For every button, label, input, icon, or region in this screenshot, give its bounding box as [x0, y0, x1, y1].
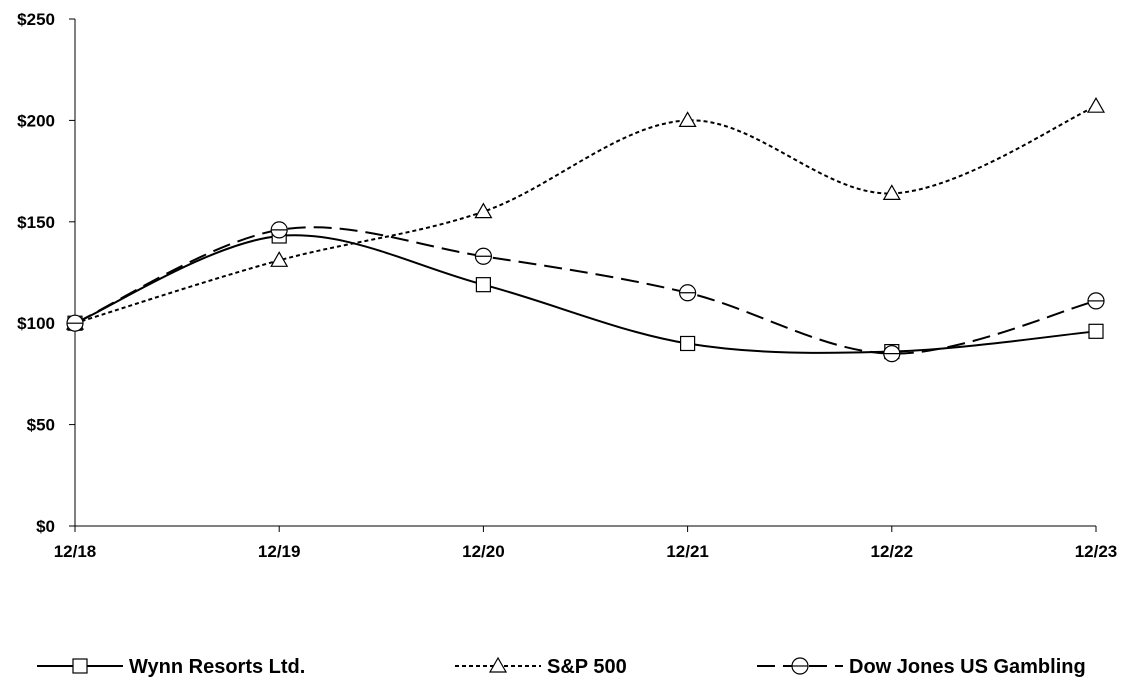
series-line-3 — [74, 226, 1097, 355]
x-tick-label: 12/23 — [1075, 542, 1118, 561]
markers — [65, 96, 1106, 363]
y-tick-label: $100 — [17, 314, 55, 333]
x-tick-label: 12/18 — [54, 542, 97, 561]
series-lines — [74, 105, 1097, 355]
data-point-square — [1088, 323, 1104, 339]
data-point-circle — [678, 284, 697, 302]
data-point-triangle — [474, 202, 493, 219]
axes: $0 $50 $100 $150 $200 $250 12/18 12/19 12/20 12/2… — [17, 10, 1117, 561]
legend-marker-triangle — [488, 656, 508, 673]
y-tick-label: $0 — [36, 517, 55, 536]
data-point-circle — [1087, 292, 1105, 310]
data-point-circle — [474, 247, 492, 265]
data-point-square — [475, 277, 491, 293]
legend-item-2: S&P 500 — [455, 656, 627, 678]
series-line-1 — [74, 234, 1097, 354]
data-point-circle — [883, 345, 901, 363]
x-tick-label: 12/21 — [666, 542, 709, 561]
data-point-triangle — [270, 251, 289, 267]
data-point-circle — [66, 314, 84, 332]
y-tick-label: $150 — [17, 213, 55, 232]
data-point-square — [679, 335, 696, 352]
x-tick-label: 12/22 — [871, 542, 914, 561]
legend-label: S&P 500 — [547, 656, 627, 678]
legend-marker-square — [72, 658, 88, 674]
data-point-triangle — [882, 184, 901, 201]
x-tick-label: 12/19 — [258, 542, 301, 561]
x-tick-label: 12/20 — [462, 542, 505, 561]
data-point-circle — [270, 221, 288, 239]
data-point-triangle — [1086, 96, 1106, 113]
data-point-triangle — [678, 111, 697, 128]
legend-marker-circle — [791, 657, 809, 675]
y-tick-label: $200 — [17, 111, 55, 130]
y-tick-label: $250 — [17, 10, 55, 29]
legend-item-1: Wynn Resorts Ltd. — [37, 656, 305, 678]
legend-item-3: Dow Jones US Gambling — [757, 656, 1086, 678]
legend: Wynn Resorts Ltd. S&P 500 Dow Jones US Gam… — [37, 656, 1086, 678]
y-tick-label: $50 — [27, 416, 55, 435]
legend-label: Wynn Resorts Ltd. — [129, 656, 305, 678]
series-line-2 — [74, 105, 1097, 325]
legend-label: Dow Jones US Gambling — [849, 656, 1086, 678]
